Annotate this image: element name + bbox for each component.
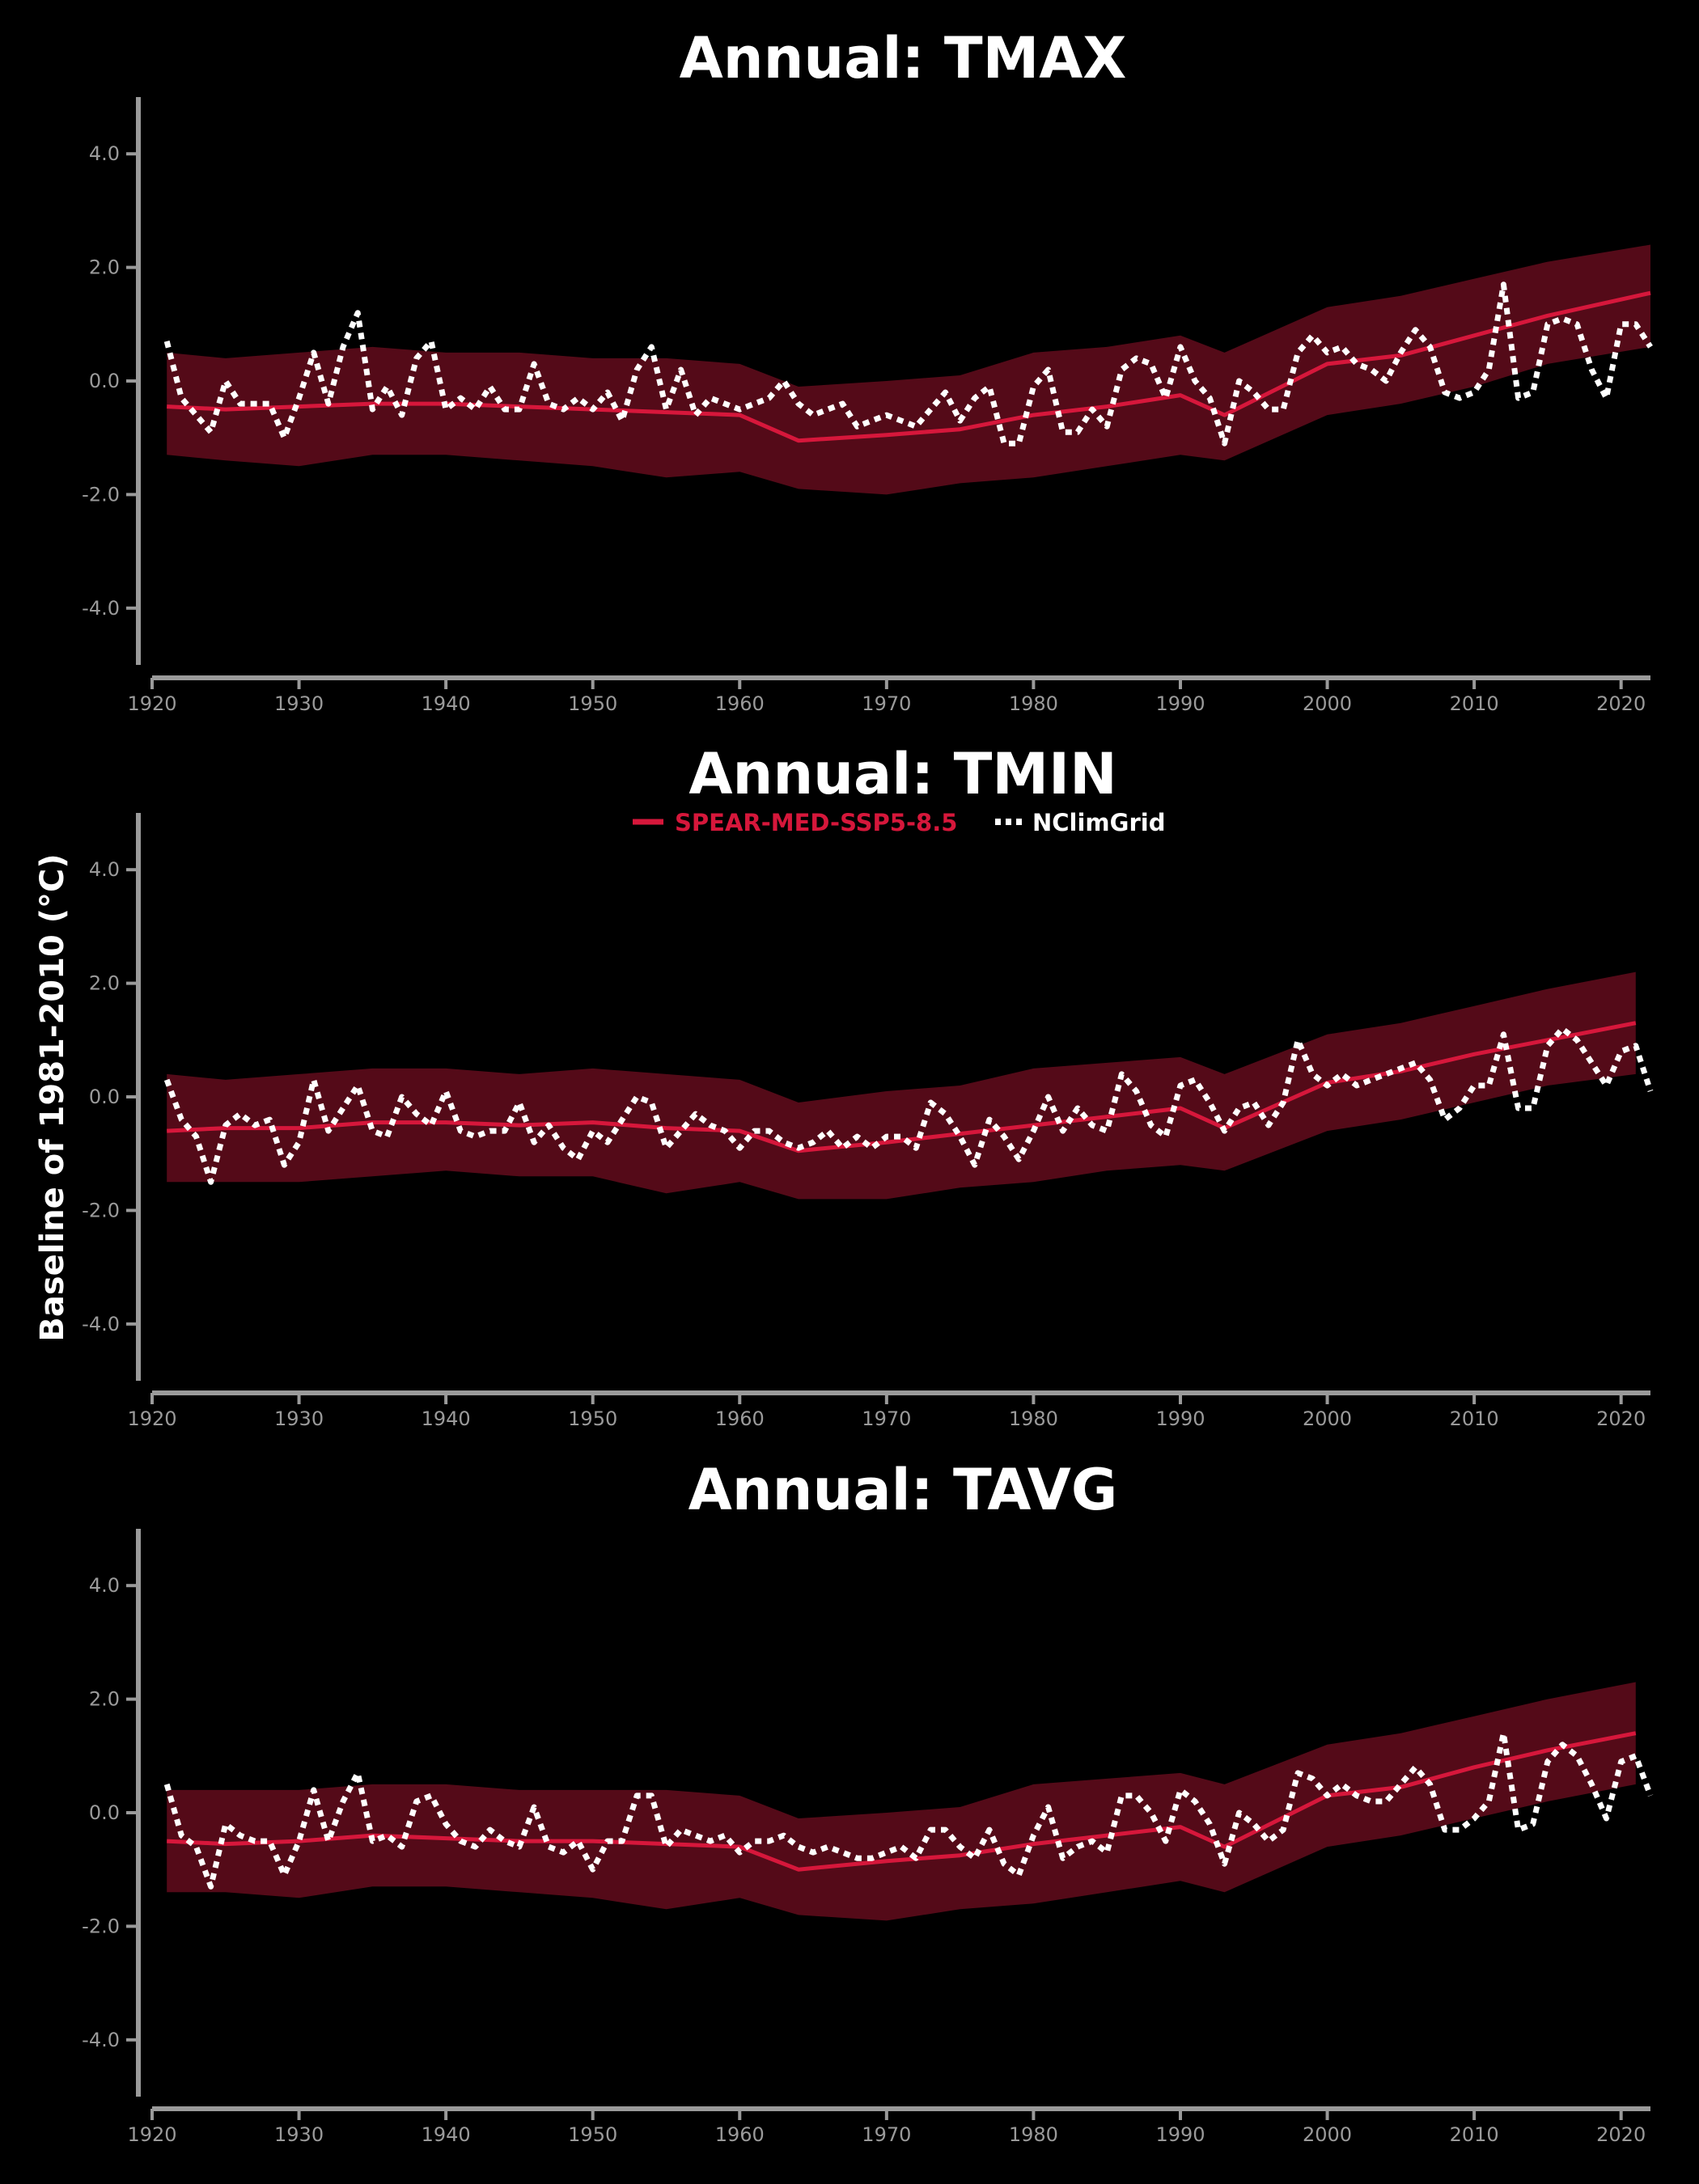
y-tick-label: 2.0 — [89, 1688, 120, 1711]
x-tick-label: 2020 — [1596, 1407, 1646, 1430]
x-tick-label: 2020 — [1596, 692, 1646, 715]
x-tick-label: 1980 — [1009, 2123, 1058, 2146]
obs-line-tmin — [163, 1026, 1654, 1185]
x-tick-label: 1920 — [127, 692, 176, 715]
y-tick-label: 0.0 — [89, 1801, 120, 1824]
x-tick-label: 1920 — [127, 1407, 176, 1430]
y-tick-label: 4.0 — [89, 142, 120, 165]
panel-tmax: Annual: TMAX 4.0 2.0 0.0 -2.0 -4.0 1920 1930 19… — [82, 25, 1653, 715]
x-tick-label: 2010 — [1450, 692, 1499, 715]
x-tick-label: 1970 — [862, 2123, 911, 2146]
y-axis-label: Baseline of 1981-2010 (°C) — [34, 853, 71, 1341]
panel-title-tavg: Annual: TAVG — [688, 1457, 1118, 1523]
x-tick-label: 2010 — [1450, 2123, 1499, 2146]
panel-tavg: Annual: TAVG 4.0 2.0 0.0 -2.0 -4.0 1920 1930 19… — [82, 1457, 1654, 2146]
x-tick-label: 2000 — [1303, 692, 1352, 715]
y-tick-label: 2.0 — [89, 256, 120, 279]
x-tick-label: 1950 — [568, 692, 617, 715]
x-tick-label: 2010 — [1450, 1407, 1499, 1430]
y-tick-label: 0.0 — [89, 370, 120, 392]
x-tick-label: 2000 — [1303, 1407, 1352, 1430]
x-tick-label: 1930 — [274, 692, 324, 715]
x-tick-label: 1960 — [715, 2123, 765, 2146]
x-tick-label: 2020 — [1596, 2123, 1646, 2146]
panel-tmin: Annual: TMIN 4.0 2.0 0.0 -2.0 -4.0 1920 1930 19… — [82, 741, 1654, 1430]
x-tick-label: 1990 — [1155, 1407, 1205, 1430]
x-tick-label: 1940 — [422, 692, 471, 715]
y-tick-label: 4.0 — [89, 858, 120, 881]
model-range-band-tmax — [167, 244, 1651, 495]
y-tick-label: -2.0 — [82, 483, 120, 506]
x-tick-label: 1980 — [1009, 1407, 1058, 1430]
x-tick-label: 1940 — [422, 1407, 471, 1430]
legend-obs-label: NClimGrid — [1032, 809, 1165, 836]
y-tick-label: -4.0 — [82, 1313, 120, 1335]
y-tick-label: -4.0 — [82, 2029, 120, 2051]
model-range-band-tavg — [167, 1682, 1636, 1921]
x-tick-label: 1950 — [568, 1407, 617, 1430]
x-tick-label: 1970 — [862, 1407, 911, 1430]
x-tick-label: 1970 — [862, 692, 911, 715]
obs-line-tmax — [163, 281, 1653, 447]
y-tick-label: 0.0 — [89, 1086, 120, 1108]
x-tick-label: 1960 — [715, 692, 765, 715]
y-tick-label: -2.0 — [82, 1199, 120, 1221]
x-tick-label: 1980 — [1009, 692, 1058, 715]
y-tick-label: -2.0 — [82, 1915, 120, 1937]
model-mean-line-tavg — [167, 1731, 1637, 1872]
obs-line-tavg — [163, 1730, 1654, 1890]
y-tick-label: 2.0 — [89, 972, 120, 995]
x-tick-label: 1990 — [1155, 692, 1205, 715]
x-tick-label: 1930 — [274, 1407, 324, 1430]
x-tick-label: 1960 — [715, 1407, 765, 1430]
legend: SPEAR-MED-SSP5-8.5 NClimGrid — [633, 809, 1165, 836]
x-tick-label: 1950 — [568, 2123, 617, 2146]
y-tick-label: 4.0 — [89, 1574, 120, 1597]
panel-title-tmin: Annual: TMIN — [688, 741, 1116, 807]
x-tick-label: 1920 — [127, 2123, 176, 2146]
y-tick-label: -4.0 — [82, 597, 120, 620]
x-tick-label: 1990 — [1155, 2123, 1205, 2146]
legend-model-label: SPEAR-MED-SSP5-8.5 — [675, 809, 957, 836]
x-tick-label: 1930 — [274, 2123, 324, 2146]
x-tick-label: 2000 — [1303, 2123, 1352, 2146]
panel-title-tmax: Annual: TMAX — [680, 25, 1127, 91]
x-tick-label: 1940 — [422, 2123, 471, 2146]
